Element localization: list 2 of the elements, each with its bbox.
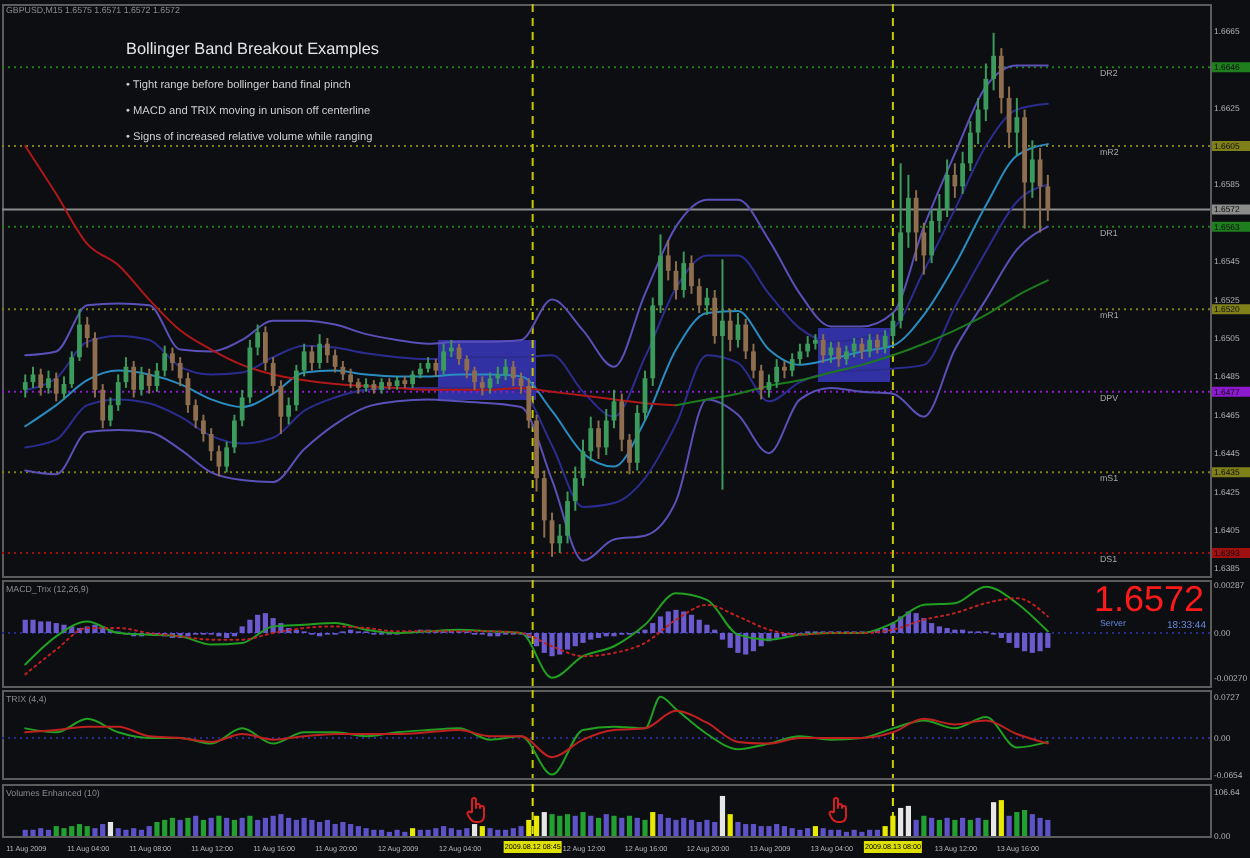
annotation: 1.6572 [1093,579,1204,619]
text: Bollinger Band Breakout Examples [126,40,380,58]
